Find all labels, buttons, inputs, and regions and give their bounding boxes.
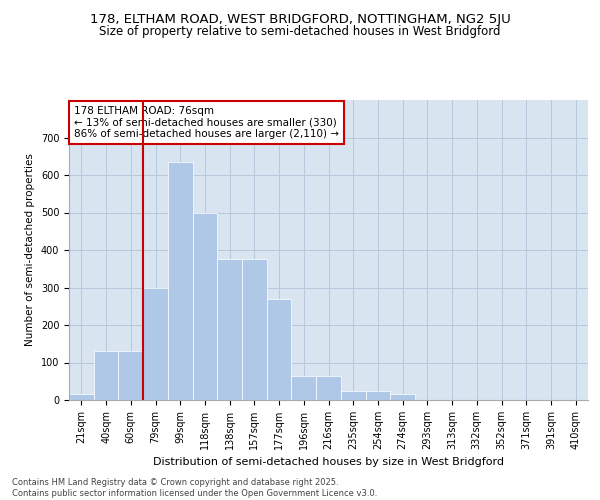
- X-axis label: Distribution of semi-detached houses by size in West Bridgford: Distribution of semi-detached houses by …: [153, 458, 504, 468]
- Bar: [168, 162, 193, 400]
- Bar: [143, 288, 168, 400]
- Text: 178, ELTHAM ROAD, WEST BRIDGFORD, NOTTINGHAM, NG2 5JU: 178, ELTHAM ROAD, WEST BRIDGFORD, NOTTIN…: [89, 12, 511, 26]
- Bar: [193, 212, 217, 400]
- Bar: [390, 394, 415, 400]
- Bar: [217, 260, 242, 400]
- Y-axis label: Number of semi-detached properties: Number of semi-detached properties: [25, 154, 35, 346]
- Bar: [341, 390, 365, 400]
- Bar: [292, 376, 316, 400]
- Bar: [267, 298, 292, 400]
- Bar: [365, 390, 390, 400]
- Bar: [118, 351, 143, 400]
- Bar: [316, 376, 341, 400]
- Text: Contains HM Land Registry data © Crown copyright and database right 2025.
Contai: Contains HM Land Registry data © Crown c…: [12, 478, 377, 498]
- Text: 178 ELTHAM ROAD: 76sqm
← 13% of semi-detached houses are smaller (330)
86% of se: 178 ELTHAM ROAD: 76sqm ← 13% of semi-det…: [74, 106, 339, 139]
- Bar: [69, 394, 94, 400]
- Bar: [94, 351, 118, 400]
- Bar: [242, 260, 267, 400]
- Text: Size of property relative to semi-detached houses in West Bridgford: Size of property relative to semi-detach…: [99, 25, 501, 38]
